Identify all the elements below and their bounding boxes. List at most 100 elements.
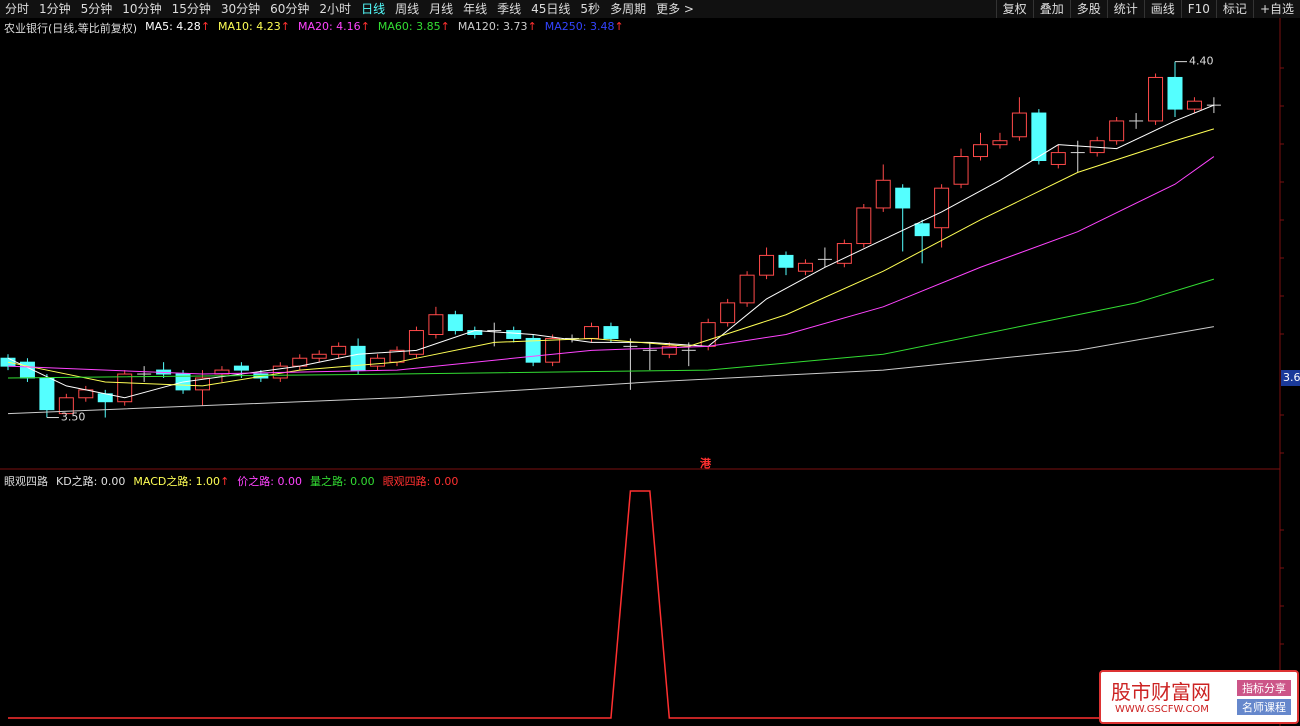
period-tab[interactable]: 5秒 [580,2,601,16]
tool-button[interactable]: 标记 [1215,0,1253,18]
indicator-legend-item: 量之路: 0.00 [310,473,375,489]
ma-line [7,104,1215,399]
up-arrow: ↑ [360,20,370,33]
watermark-tag: 指标分享 [1237,680,1291,696]
period-tab[interactable]: 60分钟 [270,2,310,16]
candle-body [1109,120,1125,142]
tool-button[interactable]: 统计 [1106,0,1144,18]
period-tab[interactable]: 年线 [463,2,488,16]
candle-body [525,337,541,363]
indicator-label: KD之路: 0.00 [56,475,126,488]
ma-legend: MA60: 3.85↑ [378,20,450,36]
stock-title: 农业银行(日线,等比前复权) [4,22,138,35]
period-tab[interactable]: 15分钟 [171,2,211,16]
tool-button[interactable]: 画线 [1143,0,1181,18]
candle-body [856,207,872,245]
watermark: 股市财富网 WWW.GSCFW.COM 指标分享 名师课程 [1099,670,1299,724]
price-legend: 农业银行(日线,等比前复权) MA5: 4.28↑ MA10: 4.23↑ MA20:… [4,20,624,36]
low-annotation: 3.50 [61,411,86,424]
ma-legend: MA120: 3.73↑ [458,20,537,36]
candle-body [914,223,930,237]
tool-button[interactable]: 多股 [1069,0,1107,18]
period-tab[interactable]: 1分钟 [39,2,71,16]
period-tab[interactable]: 日线 [361,2,386,16]
period-tab[interactable]: 30分钟 [220,2,261,16]
ma-line [7,278,1215,379]
ma-label: MA120: 3.73 [457,20,528,33]
tool-button[interactable]: 叠加 [1032,0,1070,18]
candle-body [58,397,74,415]
tool-button[interactable]: F10 [1180,0,1216,18]
candle-body [875,179,891,209]
up-arrow: ↑ [220,475,230,488]
ma-label: MA10: 4.23 [218,20,281,33]
ma-label: MA5: 4.28 [145,20,201,33]
axis-ticks [1280,67,1284,683]
candle-body [1050,152,1066,165]
period-tab[interactable]: 月线 [429,2,454,16]
candle-body [973,144,988,158]
up-arrow: ↑ [614,20,624,33]
candle-body [1031,112,1047,161]
up-arrow: ↑ [280,20,290,33]
watermark-url: WWW.GSCFW.COM [1115,704,1209,715]
indicator-legend-item: KD之路: 0.00 [56,473,125,489]
candle-body [506,330,522,339]
tool-buttons: 复权 叠加 多股 统计 画线 F10 标记 +自选 [995,0,1300,18]
hk-marker: 港 [700,456,712,470]
period-tab[interactable]: 2小时 [319,2,352,16]
candle-body [447,314,463,332]
candle-body [1167,76,1183,110]
period-tab[interactable]: 10分钟 [122,2,162,16]
indicator-legend-item: 价之路: 0.00 [237,473,302,489]
period-tab[interactable]: 多周期 [610,2,647,16]
candle-body [953,156,969,185]
ma-label: MA250: 3.48 [544,20,615,33]
period-tab[interactable]: 更多 > [656,2,694,16]
ma-legend: MA250: 3.48↑ [545,20,624,36]
watermark-tag: 名师课程 [1237,699,1291,715]
indicator-title: 眼观四路 [4,475,48,488]
price-tick-box [1281,370,1300,386]
indicator-label: 价之路: 0.00 [237,475,302,488]
ma-label: MA20: 4.16 [297,20,361,33]
period-tab[interactable]: 5分钟 [80,2,113,16]
high-annotation: 4.40 [1189,55,1214,68]
candle-body [233,365,249,371]
period-tab[interactable]: 季线 [497,2,522,16]
period-tab[interactable]: 周线 [395,2,420,16]
candle-body [350,345,366,371]
ma-legend: MA10: 4.23↑ [218,20,290,36]
tool-button[interactable]: 复权 [995,0,1033,18]
candle-body [1011,112,1027,138]
candle-body [992,140,1008,146]
period-tab[interactable]: 45日线 [531,2,571,16]
candle-body [836,243,852,264]
period-tab[interactable]: 分时 [5,2,30,16]
candle-body [603,326,619,339]
candle-body [584,326,599,339]
indicator-label: 眼观四路: 0.00 [382,475,459,488]
candle-body [117,373,133,403]
candle-body [428,314,444,335]
candle-body [331,345,347,355]
toolbar: 分时 1分钟 5分钟 10分钟 15分钟 30分钟 60分钟 2小时 日线 周线 月线 年线 季线 45日… [0,0,1300,18]
indicator-line [8,490,1214,719]
candle-body [370,357,386,367]
candle-body [895,187,911,209]
indicator-legend-item: MACD之路: 1.00↑ [133,473,229,489]
indicator-label: 量之路: 0.00 [309,475,375,488]
indicator-legend-item: 眼观四路: 0.00 [383,473,459,489]
candle-body [1186,100,1202,110]
indicator-legend: 眼观四路 KD之路: 0.00 MACD之路: 1.00↑ 价之路: 0.00 量之路:… [4,473,458,489]
up-arrow: ↑ [527,20,537,33]
candle-body [1148,76,1164,122]
candle-body [545,337,561,363]
up-arrow: ↑ [440,20,450,33]
candle-body [720,302,736,324]
up-arrow: ↑ [200,20,211,33]
candle-body [195,377,210,391]
tool-button[interactable]: +自选 [1252,0,1300,18]
